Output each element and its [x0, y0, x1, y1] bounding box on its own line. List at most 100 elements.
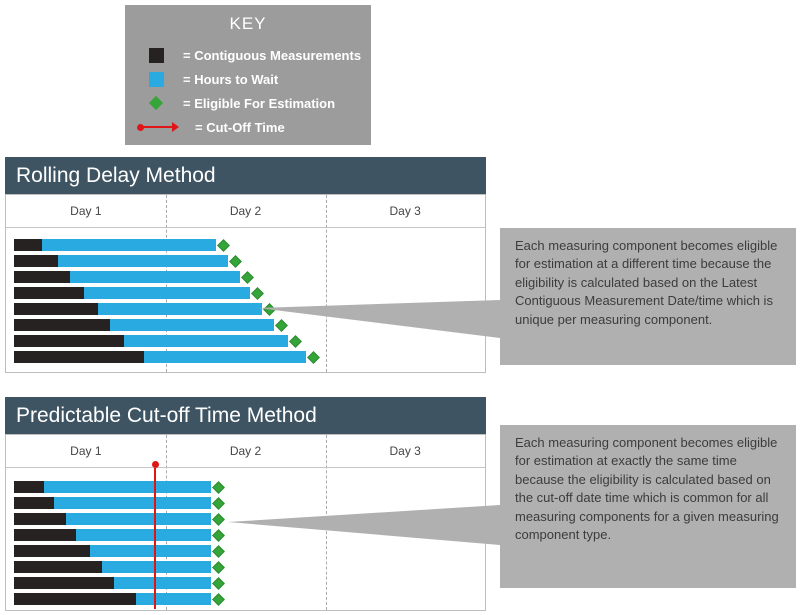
hours-to-wait-bar: [58, 255, 228, 267]
hours-to-wait-bar: [110, 319, 274, 331]
hours-to-wait-bar: [124, 335, 288, 347]
contiguous-measurement-bar: [14, 481, 44, 493]
measurement-row: [14, 238, 485, 252]
measurement-row: [14, 350, 485, 364]
legend-key: KEY = Contiguous Measurements = Hours to…: [125, 5, 371, 145]
predictable-cutoff-method-header: Predictable Cut-off Time Method: [5, 397, 486, 434]
contiguous-measurement-bar: [14, 287, 84, 299]
contiguous-measurement-bar: [14, 561, 102, 573]
measurement-row: [14, 334, 485, 348]
hours-to-wait-bar: [90, 545, 211, 557]
rolling-delay-callout: Each measuring component becomes eligibl…: [500, 228, 796, 365]
contiguous-measurement-bar: [14, 255, 58, 267]
rolling-delay-chart: Day 1 Day 2 Day 3: [5, 194, 486, 373]
eligible-for-estimation-diamond-icon: [212, 592, 225, 606]
legend-label: = Hours to Wait: [183, 71, 279, 87]
hours-to-wait-bar: [84, 287, 250, 299]
predictable-cutoff-callout: Each measuring component becomes eligibl…: [500, 425, 796, 588]
hours-to-wait-bar: [98, 303, 262, 315]
measurement-row: [14, 576, 485, 590]
day-2-label: Day 2: [229, 204, 262, 218]
legend-items: = Contiguous Measurements = Hours to Wai…: [125, 43, 371, 139]
measurement-row: [14, 480, 485, 494]
measurement-row: [14, 318, 485, 332]
day-3-label: Day 3: [389, 204, 421, 218]
contiguous-measurement-bar: [14, 593, 136, 605]
eligible-for-estimation-diamond-icon: [212, 528, 225, 542]
predictable-cutoff-chart: Day 1 Day 2 Day 3: [5, 434, 486, 611]
measurement-row: [14, 544, 485, 558]
hours-to-wait-bar: [144, 351, 306, 363]
measurement-row: [14, 512, 485, 526]
day-1-label: Day 1: [70, 444, 102, 458]
day-2-label: Day 2: [229, 444, 262, 458]
hours-to-wait-bar: [102, 561, 211, 573]
rolling-delay-method-header: Rolling Delay Method: [5, 157, 486, 194]
measurement-row: [14, 592, 485, 606]
measurement-row: [14, 270, 485, 284]
day-1-label: Day 1: [70, 204, 102, 218]
eligible-for-estimation-diamond-icon: [212, 560, 225, 574]
legend-item-hours-to-wait: = Hours to Wait: [125, 67, 371, 91]
day-header-row: Day 1 Day 2 Day 3: [6, 195, 485, 228]
eligible-for-estimation-diamond-icon: [263, 302, 276, 316]
eligible-for-estimation-diamond-icon: [275, 318, 288, 332]
eligible-for-estimation-diamond-icon: [307, 350, 320, 364]
eligible-for-estimation-diamond-icon: [217, 238, 230, 252]
contiguous-measurement-bar: [14, 545, 90, 557]
day-divider-line: [166, 195, 167, 372]
measurement-row: [14, 496, 485, 510]
eligible-for-estimation-diamond-icon: [212, 480, 225, 494]
legend-label: = Eligible For Estimation: [183, 95, 336, 111]
contiguous-measurement-bar: [14, 497, 54, 509]
eligible-for-estimation-diamond-icon: [212, 576, 225, 590]
cutoff-time-line-icon: [137, 121, 195, 133]
contiguous-measurement-bar: [14, 239, 42, 251]
day-header-row: Day 1 Day 2 Day 3: [6, 435, 485, 468]
eligible-for-estimation-diamond-icon: [212, 544, 225, 558]
day-divider-line: [326, 195, 327, 372]
legend-label: = Cut-Off Time: [195, 119, 285, 135]
hours-to-wait-bar: [136, 593, 211, 605]
contiguous-measurement-bar: [14, 319, 110, 331]
contiguous-measurement-bar: [14, 271, 70, 283]
legend-item-cutoff: = Cut-Off Time: [125, 115, 371, 139]
measurement-row: [14, 254, 485, 268]
hours-to-wait-bar: [54, 497, 211, 509]
contiguous-measurement-bar: [14, 577, 114, 589]
eligible-diamond-icon: [148, 95, 183, 111]
cutoff-time-dot: [152, 461, 159, 468]
contiguous-measurement-bar: [14, 351, 144, 363]
eligible-for-estimation-diamond-icon: [251, 286, 264, 300]
hours-to-wait-bar: [44, 481, 211, 493]
legend-title: KEY: [229, 14, 267, 33]
hours-to-wait-bar: [42, 239, 216, 251]
hours-to-wait-bar: [70, 271, 240, 283]
eligible-for-estimation-diamond-icon: [212, 496, 225, 510]
legend-label: = Contiguous Measurements: [183, 47, 362, 63]
hours-to-wait-bar: [114, 577, 211, 589]
measurement-row: [14, 560, 485, 574]
eligible-for-estimation-diamond-icon: [229, 254, 242, 268]
day-3-label: Day 3: [389, 444, 421, 458]
measurement-bars: [14, 238, 485, 367]
measurement-row: [14, 528, 485, 542]
eligible-for-estimation-diamond-icon: [289, 334, 302, 348]
legend-item-eligible: = Eligible For Estimation: [125, 91, 371, 115]
eligible-for-estimation-diamond-icon: [212, 512, 225, 526]
hours-to-wait-bar: [66, 513, 211, 525]
contiguous-measurements-swatch-icon: [149, 47, 183, 63]
measurement-row: [14, 286, 485, 300]
cutoff-time-line: [154, 468, 156, 609]
contiguous-measurement-bar: [14, 335, 124, 347]
contiguous-measurement-bar: [14, 303, 98, 315]
hours-to-wait-bar: [76, 529, 211, 541]
measurement-bars: [14, 480, 485, 609]
hours-to-wait-swatch-icon: [149, 71, 183, 87]
legend-item-contiguous: = Contiguous Measurements: [125, 43, 371, 67]
contiguous-measurement-bar: [14, 513, 66, 525]
measurement-row: [14, 302, 485, 316]
eligible-for-estimation-diamond-icon: [241, 270, 254, 284]
contiguous-measurement-bar: [14, 529, 76, 541]
